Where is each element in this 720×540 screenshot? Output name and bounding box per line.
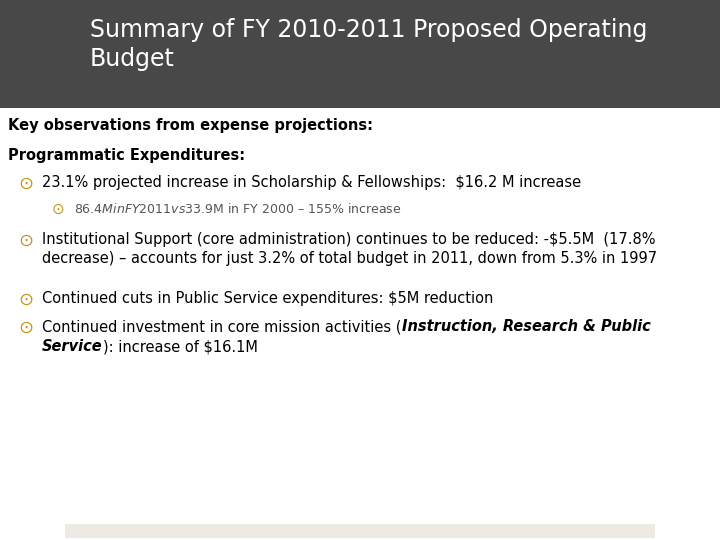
Text: Continued cuts in Public Service expenditures: $5M reduction: Continued cuts in Public Service expendi… [42,291,493,306]
Text: Key observations from expense projections:: Key observations from expense projection… [8,118,373,133]
Text: ⊙: ⊙ [52,202,65,217]
Text: ⊙: ⊙ [18,291,33,309]
Text: ⊙: ⊙ [18,232,33,250]
Text: 23.1% projected increase in Scholarship & Fellowships:  $16.2 M increase: 23.1% projected increase in Scholarship … [42,175,581,190]
Bar [65,524,655,538]
Text: Instruction, Research & Public: Instruction, Research & Public [402,319,650,334]
Text: Summary of FY 2010-2011 Proposed Operating
Budget: Summary of FY 2010-2011 Proposed Operati… [90,18,647,71]
Text: ⊙: ⊙ [18,175,33,193]
Text: ): increase of $16.1M: ): increase of $16.1M [103,339,258,354]
Text: ⊙: ⊙ [18,319,33,337]
Bar [0,0,720,108]
Text: Programmatic Expenditures:: Programmatic Expenditures: [8,148,245,163]
Text: Institutional Support (core administration) continues to be reduced: -$5.5M  (17: Institutional Support (core administrati… [42,232,657,266]
Text: Service: Service [42,339,103,354]
Text: $86.4M in FY 2011 vs $33.9M in FY 2000 – 155% increase: $86.4M in FY 2011 vs $33.9M in FY 2000 –… [74,202,402,216]
Text: Continued investment in core mission activities (: Continued investment in core mission act… [42,319,402,334]
